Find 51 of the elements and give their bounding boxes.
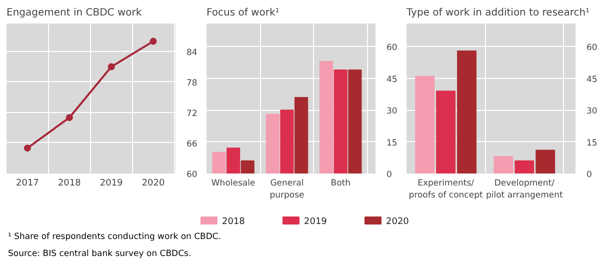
legend-label: 2019 bbox=[304, 217, 328, 227]
y-tick-label: 78 bbox=[186, 78, 198, 88]
bar bbox=[415, 76, 435, 174]
point bbox=[108, 63, 115, 70]
point bbox=[24, 144, 31, 152]
source-note: Source: BIS central bank survey on CBDCs. bbox=[8, 248, 192, 260]
bar bbox=[320, 61, 334, 174]
y-tick-label: 84 bbox=[186, 48, 198, 58]
y-tick-label: 66 bbox=[186, 139, 198, 150]
x-tick-label: Development/ pilot arrangement bbox=[486, 178, 564, 200]
x-tick-label: 2017 bbox=[16, 178, 39, 188]
point bbox=[66, 114, 73, 122]
bar bbox=[240, 160, 254, 174]
chart-title: Type of work in addition to research¹ bbox=[406, 8, 590, 18]
y-tick-label: 72 bbox=[186, 108, 198, 119]
y-tick-label: 60 bbox=[386, 43, 398, 54]
bar bbox=[494, 156, 514, 174]
legend-label: 2018 bbox=[222, 217, 246, 227]
point bbox=[150, 38, 157, 45]
x-tick-label: 2018 bbox=[58, 178, 82, 188]
y-tick-label: 60 bbox=[586, 43, 598, 54]
x-tick-label: Both bbox=[330, 178, 351, 188]
bar bbox=[514, 160, 534, 174]
y-tick-label: 60 bbox=[186, 170, 198, 180]
y-tick-label: 45 bbox=[386, 74, 398, 85]
bar bbox=[436, 90, 456, 174]
text: ¹ Share of respondents conducting work on CBDC. bbox=[8, 231, 222, 244]
bar bbox=[294, 96, 308, 174]
bar bbox=[266, 114, 280, 174]
bar bbox=[334, 69, 348, 174]
bar bbox=[226, 148, 240, 174]
bar bbox=[536, 150, 556, 174]
x-tick-label: Experiments/ proofs of concept bbox=[408, 178, 484, 200]
x-tick-label: General purpose bbox=[270, 178, 304, 200]
y-tick-label: 30 bbox=[386, 106, 398, 117]
legend-label: 2020 bbox=[386, 217, 410, 227]
bar bbox=[212, 152, 226, 174]
y-tick-label: 0 bbox=[386, 170, 392, 180]
x-tick-label: 2020 bbox=[142, 178, 165, 188]
y-tick-label: 45 bbox=[586, 74, 598, 85]
bar bbox=[457, 50, 476, 174]
y-tick-label: 0 bbox=[586, 170, 592, 180]
y-tick-label: 15 bbox=[386, 138, 398, 148]
chart-title: Engagement in CBDC work bbox=[6, 8, 142, 18]
chart-title: Focus of work¹ bbox=[206, 8, 280, 18]
bar bbox=[280, 110, 294, 174]
bar bbox=[348, 69, 362, 174]
y-tick-label: 15 bbox=[586, 138, 598, 148]
x-tick-label: 2019 bbox=[100, 178, 124, 188]
x-tick-label: Wholesale bbox=[211, 178, 256, 188]
y-tick-label: 30 bbox=[586, 106, 598, 117]
